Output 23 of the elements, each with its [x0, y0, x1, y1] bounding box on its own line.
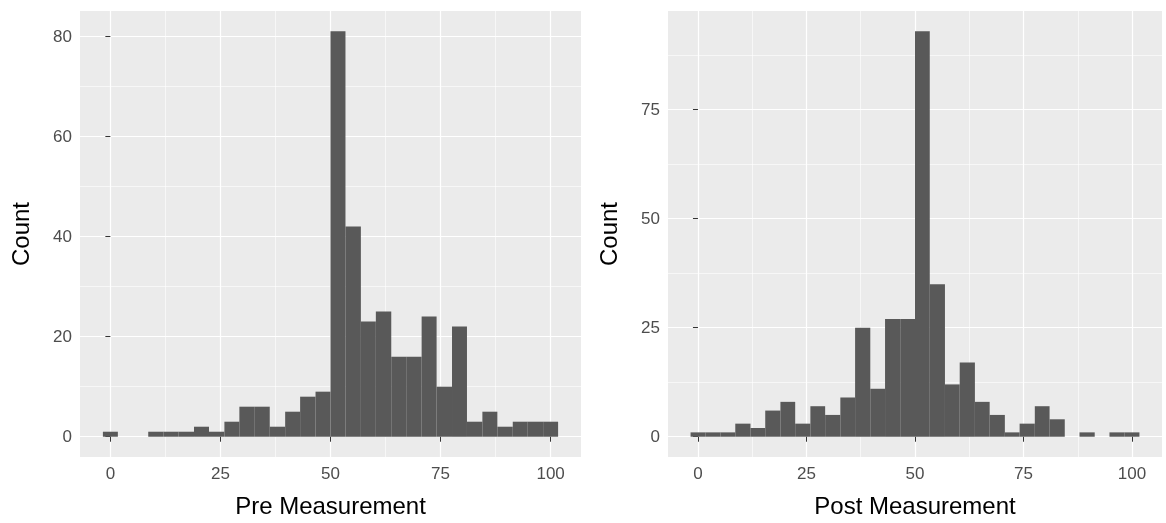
x-tick-label: 25 [797, 464, 816, 483]
y-tick-label: 75 [641, 100, 660, 120]
x-tick-label: 0 [693, 464, 703, 483]
y-tick-label: 40 [53, 227, 72, 246]
y-tick-label: 0 [650, 427, 660, 447]
x-tick-label: 75 [1014, 464, 1033, 483]
x-tick-label: 75 [431, 464, 451, 483]
x-tick-label: 50 [905, 464, 925, 483]
y-tick-label: 25 [641, 318, 660, 338]
y-tick-label: 50 [641, 209, 660, 229]
x-tick-label: 50 [321, 464, 340, 483]
x-tick-label: 25 [210, 464, 230, 483]
x-tick-label: 0 [105, 464, 116, 483]
y-axis-title: Count [6, 201, 34, 267]
x-tick-label: 100 [536, 464, 565, 483]
y-tick-label: 80 [53, 26, 72, 46]
y-tick-label: 60 [53, 126, 72, 146]
y-tick-label: 20 [53, 327, 72, 347]
y-tick-label: 0 [62, 427, 72, 447]
x-axis-title: Post Measurement [814, 491, 1017, 519]
x-tick-label: 100 [1117, 464, 1147, 483]
x-axis-title: Pre Measurement [235, 491, 427, 519]
y-axis-title: Count [594, 201, 622, 267]
